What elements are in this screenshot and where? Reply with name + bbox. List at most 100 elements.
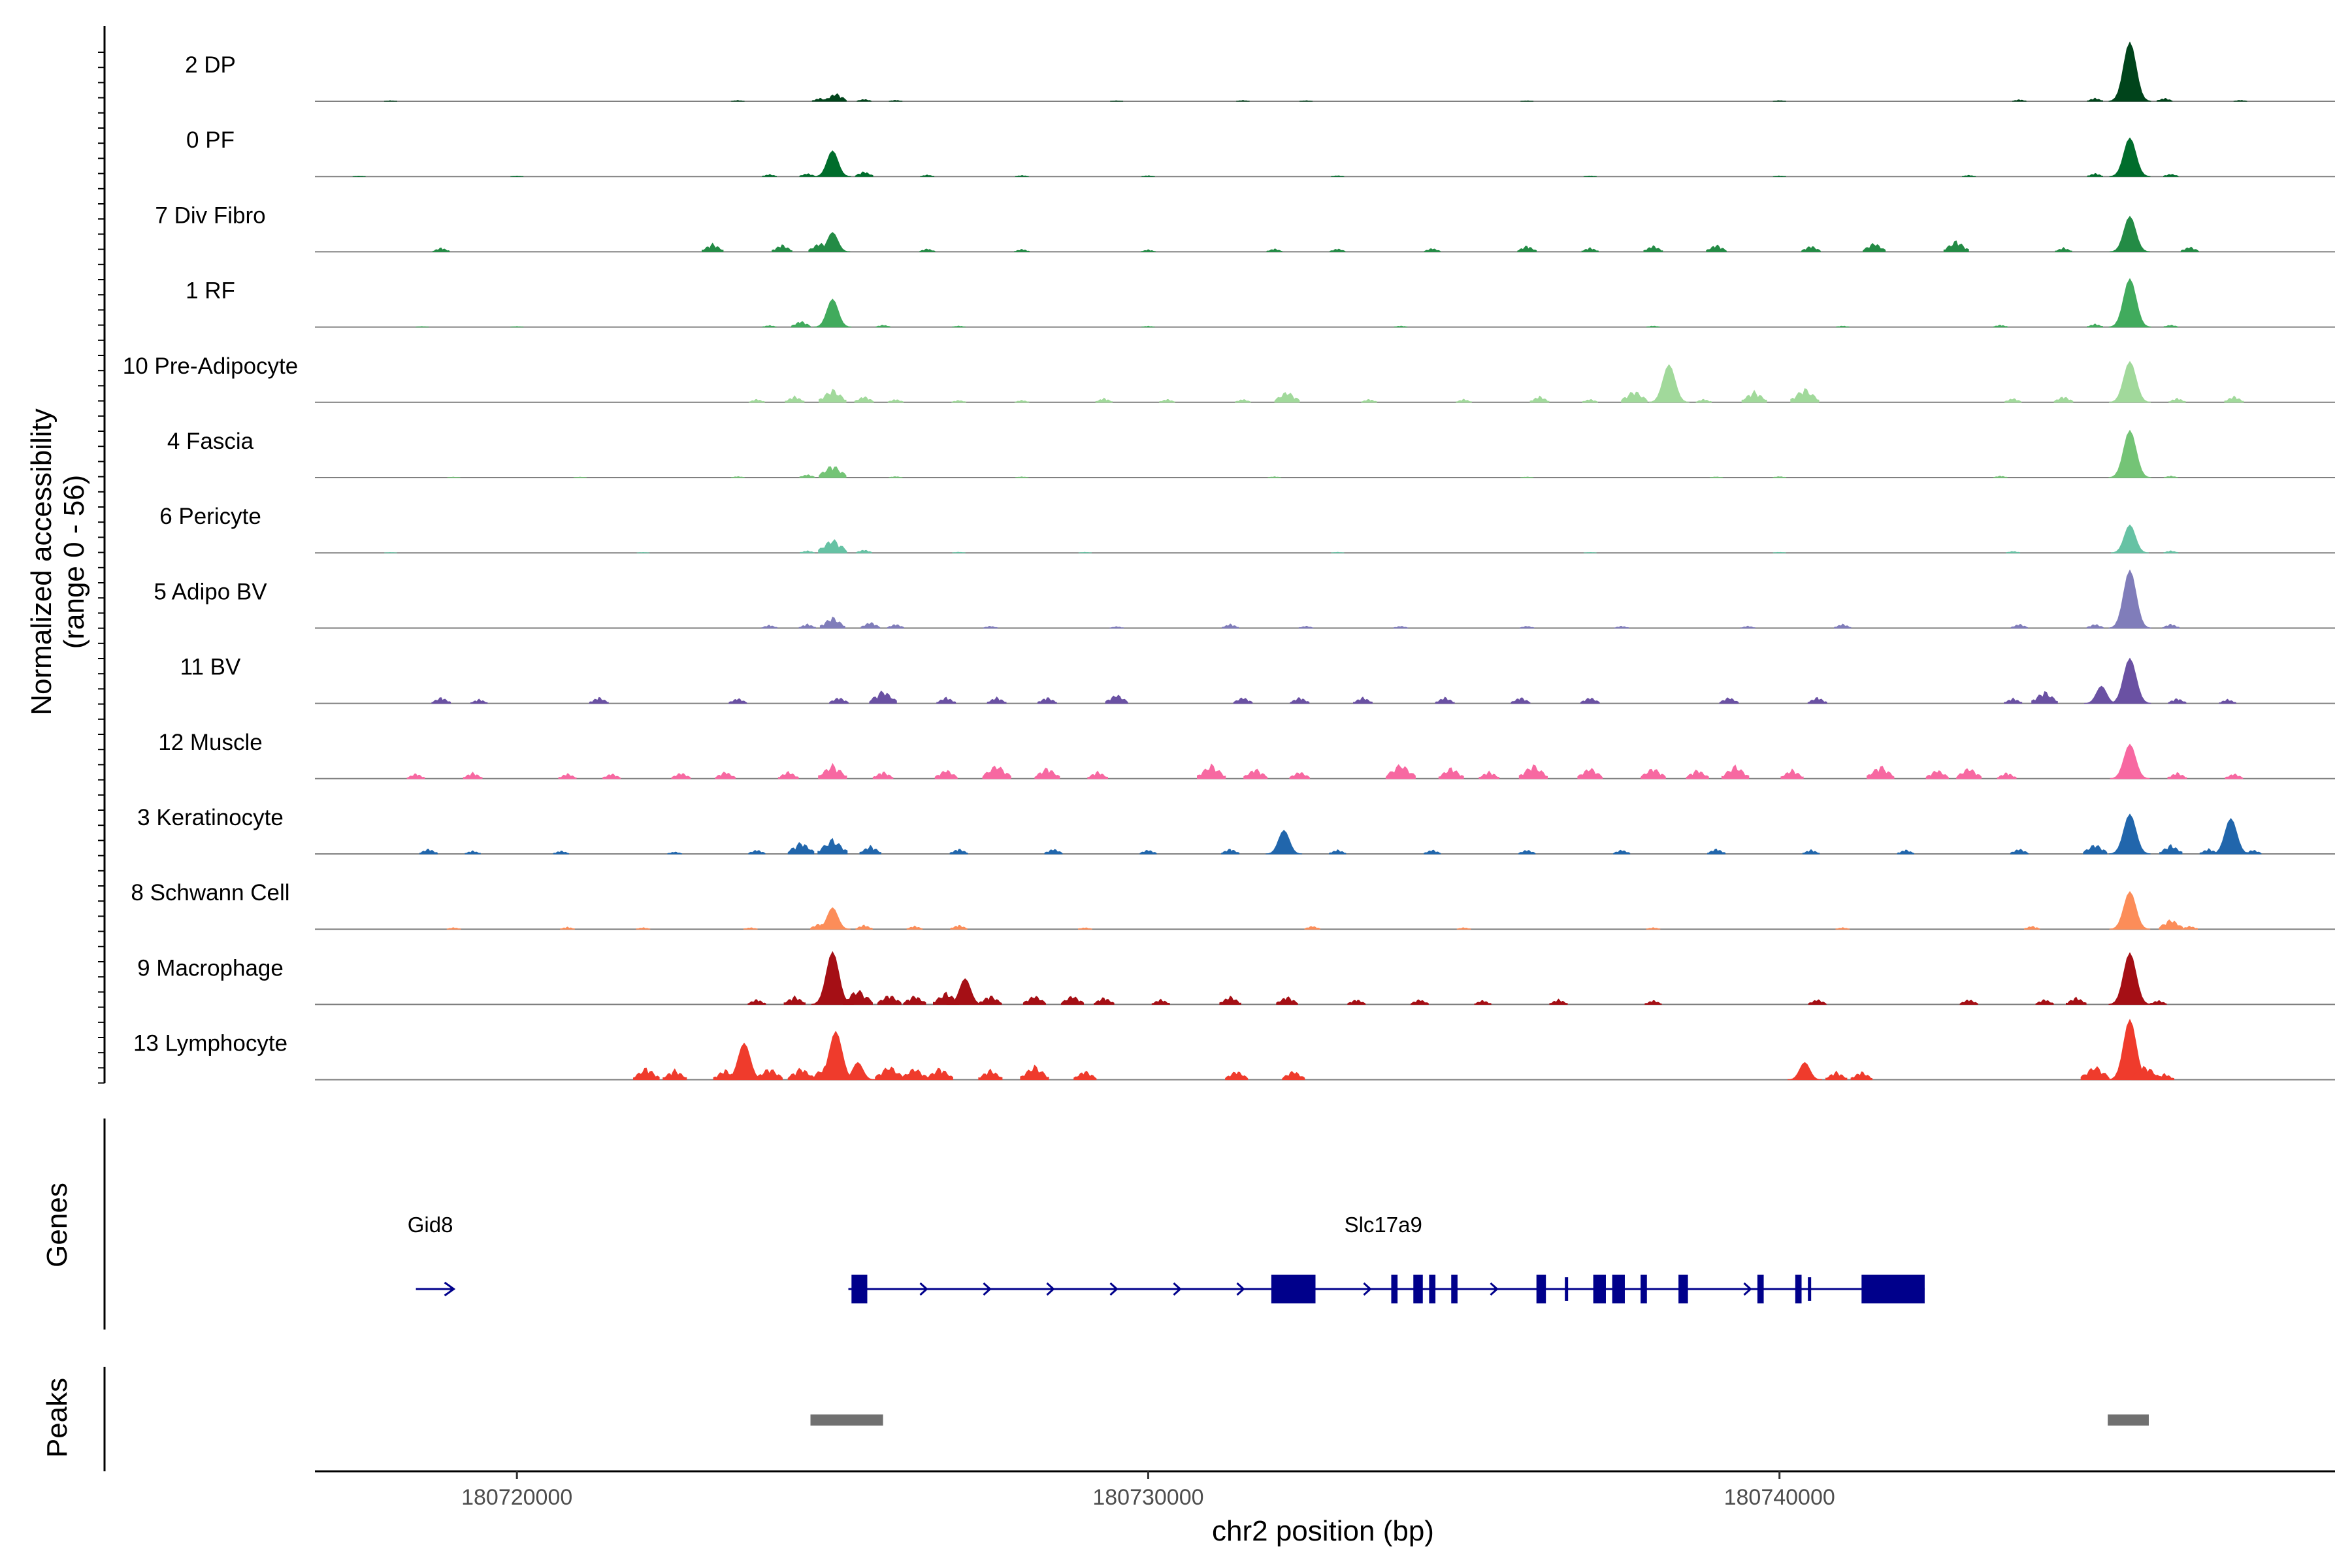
x-axis: chr2 position (bp) 180720000 180730000 180…: [315, 1470, 2335, 1547]
track-label: 8 Schwann Cell: [131, 880, 289, 906]
track-8: 11 BV: [180, 655, 2335, 704]
track-label: 9 Macrophage: [137, 955, 284, 981]
coverage-peak: [1330, 248, 1346, 252]
coverage-peak: [1549, 998, 1568, 1005]
coverage-peak: [749, 399, 765, 403]
coverage-peak: [762, 174, 777, 177]
coverage-peak: [950, 924, 968, 930]
coverage-peak: [875, 325, 890, 328]
coverage-peak: [859, 844, 881, 855]
coverage-peak: [1095, 397, 1113, 403]
coverage-peak: [952, 325, 966, 328]
coverage-peak: [1424, 248, 1441, 252]
coverage-peak: [1519, 626, 1535, 629]
coverage-peak: [1993, 325, 2008, 328]
y-axis-title-line1: Normalized accessibility: [25, 408, 57, 715]
coverage-peak: [2109, 890, 2151, 930]
gene-label: Slc17a9: [1345, 1213, 1422, 1237]
coverage-peak: [818, 762, 847, 779]
coverage-peak: [1959, 1000, 1978, 1005]
coverage-peak: [724, 1042, 764, 1081]
coverage-peak: [1222, 623, 1239, 629]
coverage-peak: [1289, 772, 1311, 779]
track-label: 7 Div Fibro: [155, 203, 265, 228]
x-tick-label: 180720000: [461, 1485, 572, 1510]
gene-slc17a9: Slc17a9: [848, 1213, 1925, 1303]
coverage-peak: [869, 691, 897, 704]
coverage-peak: [1741, 389, 1767, 403]
coverage-peak: [1159, 399, 1175, 403]
coverage-peak: [1078, 551, 1092, 553]
coverage-peak: [1044, 849, 1063, 855]
coverage-peak: [787, 841, 815, 855]
strand-arrow: [1490, 1282, 1499, 1296]
coverage-peak: [2080, 1066, 2110, 1081]
coverage-peak: [785, 395, 805, 403]
peak-region: [810, 1414, 883, 1426]
strand-arrow: [1743, 1282, 1752, 1296]
coverage-peak: [1520, 476, 1534, 478]
coverage-peak: [887, 624, 904, 629]
coverage-peak: [433, 247, 450, 252]
coverage-peak: [817, 838, 848, 855]
coverage-peak: [1060, 996, 1085, 1005]
coverage-peak: [352, 176, 366, 177]
track-label: 12 Muscle: [158, 730, 263, 755]
strand-arrow: [1046, 1282, 1055, 1296]
track-2: 7 Div Fibro: [155, 203, 2335, 253]
coverage-peak: [1014, 248, 1030, 252]
coverage-peak: [2108, 569, 2151, 629]
coverage-peak: [1298, 626, 1314, 629]
track-3: 1 RF: [186, 278, 2335, 328]
coverage-peak: [1243, 768, 1268, 779]
gene-exon: [1641, 1275, 1647, 1303]
coverage-peak: [2163, 476, 2178, 478]
track-10: 3 Keratinocyte: [137, 805, 2335, 855]
coverage-peak: [470, 698, 488, 704]
coverage-peak: [843, 989, 873, 1005]
coverage-peak: [2053, 397, 2074, 403]
track-label: 2 DP: [185, 52, 236, 78]
coverage-peak: [1394, 325, 1408, 328]
coverage-peak: [2084, 685, 2119, 704]
coverage-peak: [2109, 361, 2151, 403]
coverage-peak: [1644, 1000, 1662, 1005]
coverage-peak: [2159, 843, 2183, 855]
coverage-peak: [1235, 399, 1251, 403]
coverage-peak: [1331, 551, 1345, 553]
coverage-peak: [1807, 696, 1827, 704]
peaks-panel: Peaks: [41, 1367, 2149, 1471]
gene-exon: [1808, 1277, 1812, 1301]
coverage-peak: [1037, 697, 1057, 704]
coverage-peak: [2131, 1066, 2161, 1081]
coverage-peak: [1648, 364, 1690, 403]
coverage-peak: [1329, 849, 1347, 855]
x-tick-label: 180730000: [1092, 1485, 1203, 1510]
coverage-peak: [2181, 926, 2198, 930]
coverage-peak: [671, 773, 691, 779]
coverage-peak: [2111, 524, 2149, 553]
coverage-peak: [1105, 694, 1128, 704]
coverage-peak: [919, 248, 936, 252]
coverage-peak: [1304, 926, 1320, 930]
coverage-peak: [2109, 137, 2151, 177]
coverage-peak: [1109, 626, 1124, 629]
coverage-peak: [728, 698, 747, 704]
coverage-peak: [2055, 247, 2072, 252]
x-axis-title: chr2 position (bp): [1212, 1515, 1434, 1547]
coverage-peak: [573, 476, 587, 478]
coverage-peak: [787, 1068, 815, 1081]
gene-exon: [1795, 1275, 1802, 1303]
coverage-peak: [901, 1068, 928, 1081]
coverage-peak: [2108, 952, 2151, 1005]
track-5: 4 Fascia: [167, 429, 2335, 478]
coverage-peak: [800, 550, 815, 553]
coverage-peak: [1435, 696, 1455, 704]
coverage-peak: [2108, 657, 2151, 704]
coverage-peak: [2087, 323, 2103, 328]
coverage-peak: [747, 999, 766, 1005]
coverage-peak: [1772, 476, 1787, 478]
coverage-peak: [2024, 926, 2040, 930]
coverage-peak: [1393, 626, 1409, 629]
coverage-peak: [2031, 691, 2058, 704]
